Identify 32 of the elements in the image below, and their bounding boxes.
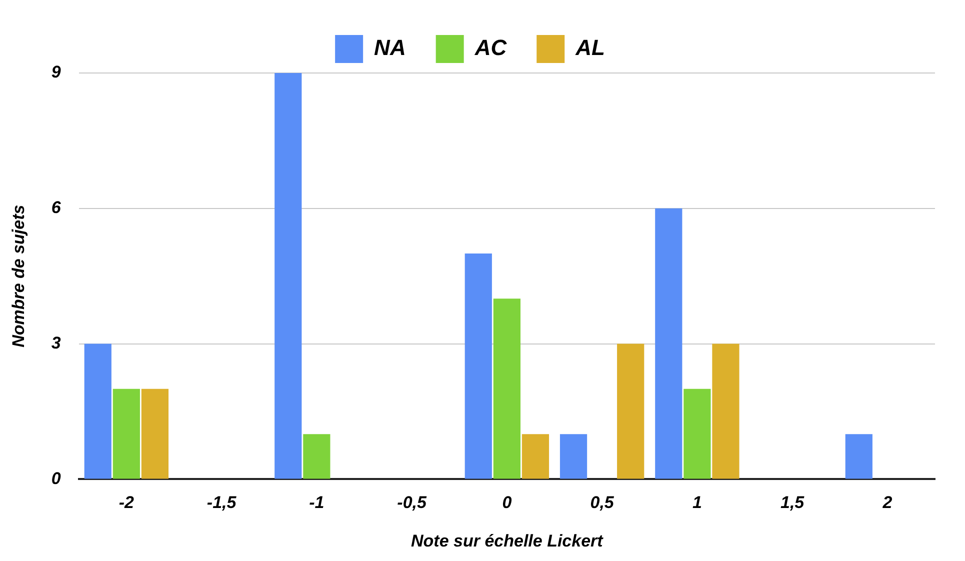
bar	[655, 208, 682, 479]
bar	[274, 73, 302, 479]
x-axis-title: Note sur échelle Lickert	[411, 531, 604, 550]
bar	[112, 388, 140, 479]
bar	[141, 388, 169, 479]
bar	[84, 344, 112, 479]
bar	[560, 434, 588, 479]
bar	[303, 434, 330, 479]
x-tick-label: 1,5	[780, 493, 805, 512]
x-tick-label: 1	[692, 493, 702, 512]
x-tick-label: 0	[502, 493, 512, 512]
bar	[845, 434, 872, 479]
x-tick-label: 2	[882, 493, 893, 512]
x-tick-label: -2	[118, 493, 135, 512]
legend-label: NA	[374, 35, 406, 60]
bar	[464, 254, 492, 479]
bar	[617, 344, 644, 479]
bar	[712, 344, 740, 479]
y-tick-label: 6	[51, 198, 62, 218]
y-tick-label: 3	[51, 333, 62, 352]
legend-label: AL	[574, 35, 605, 60]
y-tick-label: 9	[51, 62, 62, 82]
bar	[522, 434, 550, 479]
x-tick-label: -0,5	[397, 493, 427, 512]
x-tick-label: -1,5	[206, 493, 237, 512]
y-axis-title: Nombre de sujets	[8, 204, 28, 348]
bar	[493, 298, 520, 479]
bar	[684, 388, 711, 479]
x-tick-label: 0,5	[590, 493, 614, 512]
x-tick-label: -1	[309, 493, 324, 512]
y-tick-label: 0	[51, 468, 62, 488]
legend-label: AC	[474, 35, 508, 60]
